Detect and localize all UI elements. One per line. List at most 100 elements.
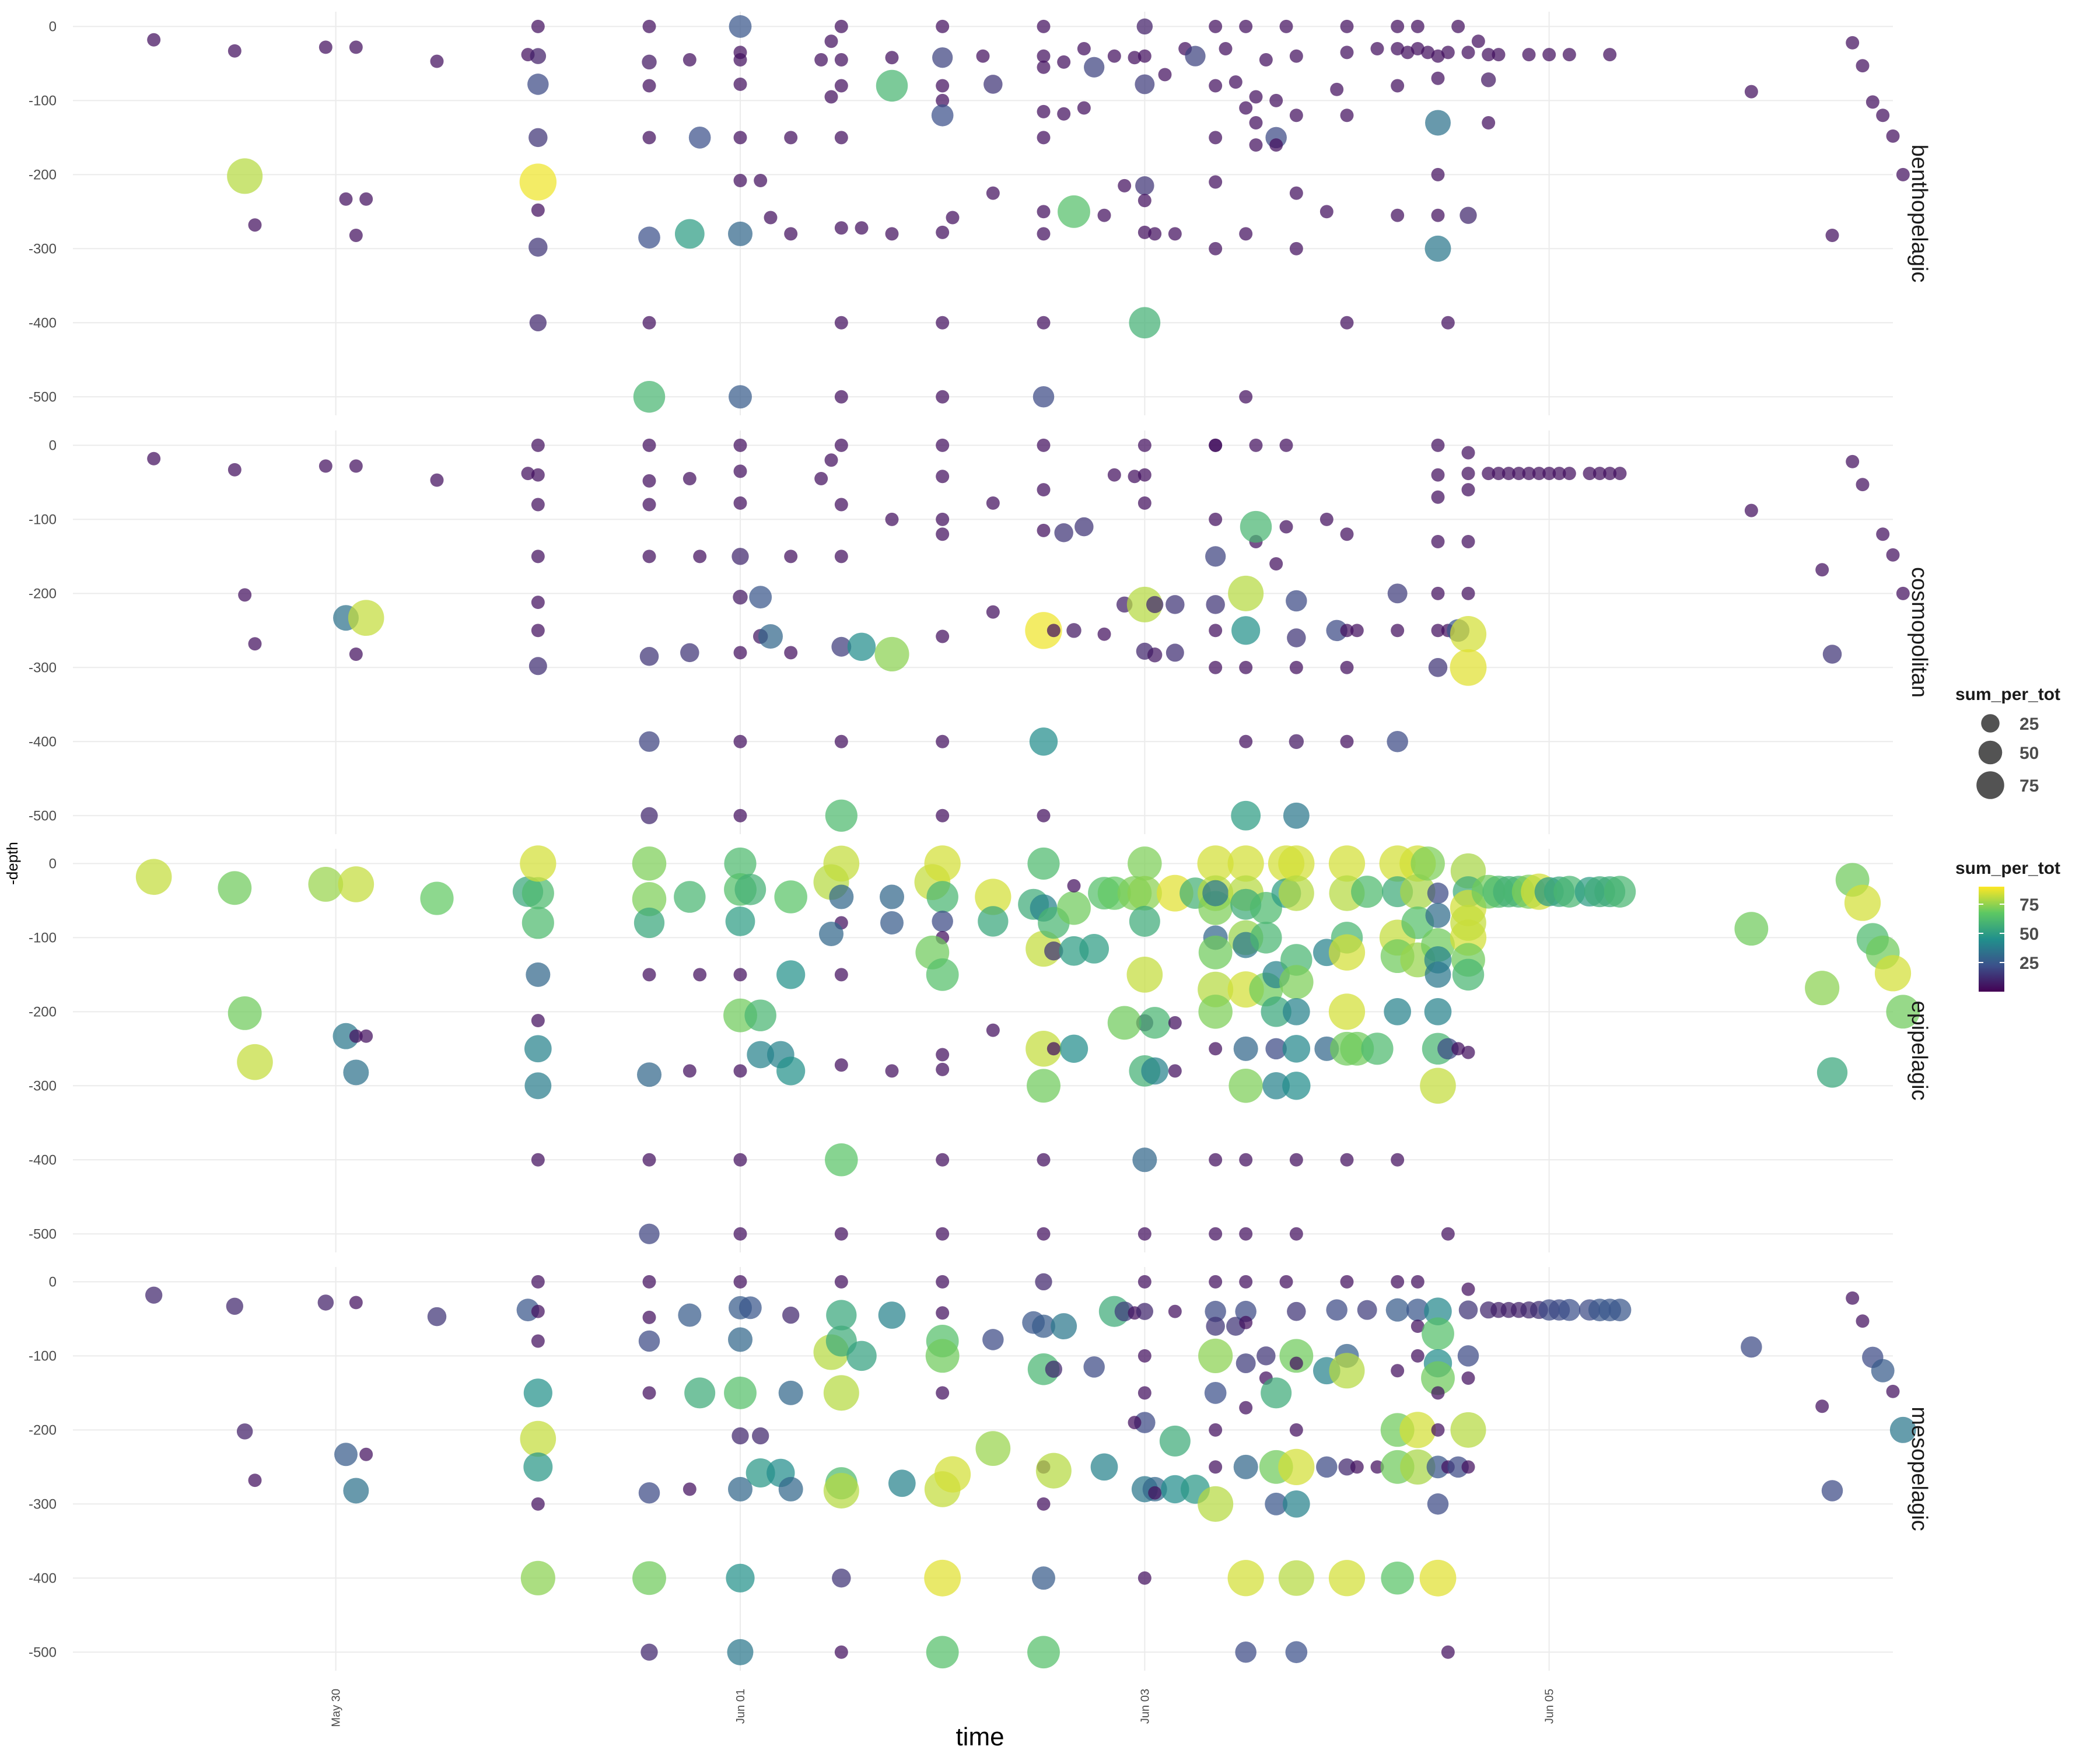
- data-point: [680, 643, 699, 663]
- data-point: [1320, 512, 1334, 526]
- axis-layer: 0 -100 -200 -300 -400 -500 benthopelagic 0 -100 -…: [29, 19, 1931, 1727]
- data-point: [834, 968, 848, 982]
- data-point: [1128, 51, 1142, 65]
- data-point: [1603, 467, 1617, 481]
- data-point: [1139, 1007, 1171, 1039]
- data-point: [976, 49, 990, 63]
- data-point: [934, 1456, 971, 1493]
- x-axis-title: time: [956, 1723, 1004, 1750]
- data-point: [1219, 42, 1233, 55]
- data-point: [727, 1639, 754, 1665]
- data-point: [1441, 316, 1455, 330]
- data-point: [825, 799, 858, 832]
- y-tick-label: -300: [29, 1496, 57, 1512]
- data-point: [1613, 467, 1627, 481]
- data-point: [729, 15, 752, 38]
- y-tick-label: 0: [49, 438, 57, 453]
- data-point: [1391, 208, 1405, 222]
- data-point: [1283, 1490, 1310, 1518]
- data-point: [349, 1029, 363, 1043]
- data-point: [1340, 46, 1354, 60]
- data-point: [1856, 59, 1870, 73]
- data-point: [1166, 643, 1184, 662]
- data-point: [1425, 110, 1451, 136]
- data-point: [1608, 1298, 1632, 1322]
- data-point: [1147, 648, 1163, 663]
- data-point: [1239, 390, 1253, 404]
- data-point: [1138, 194, 1152, 208]
- color-legend-title: sum_per_tot: [1955, 859, 2060, 878]
- data-point: [1282, 1035, 1311, 1063]
- data-point: [1250, 922, 1282, 954]
- data-point: [1431, 586, 1445, 600]
- data-point: [733, 808, 747, 822]
- data-point: [1249, 438, 1263, 452]
- data-point: [936, 527, 950, 541]
- data-point: [531, 596, 545, 610]
- data-point: [1228, 1069, 1263, 1103]
- data-point: [1289, 734, 1304, 749]
- data-point: [1361, 1032, 1394, 1065]
- data-point: [682, 472, 696, 486]
- data-point: [1821, 1480, 1843, 1502]
- data-point: [1604, 876, 1636, 908]
- data-point: [1461, 1045, 1475, 1059]
- data-point: [834, 79, 848, 93]
- data-point: [642, 1275, 656, 1289]
- data-point: [936, 390, 950, 404]
- data-point: [776, 960, 806, 989]
- data-point: [1441, 1645, 1455, 1659]
- data-point: [1431, 49, 1445, 63]
- data-point: [1209, 1423, 1223, 1437]
- data-point: [1410, 19, 1424, 33]
- data-point: [834, 19, 848, 33]
- data-point: [1450, 649, 1487, 686]
- data-point: [1522, 48, 1536, 62]
- data-point: [733, 174, 747, 187]
- data-point: [1437, 1038, 1459, 1060]
- data-point: [1744, 503, 1758, 517]
- data-point: [639, 1223, 660, 1244]
- data-point: [1205, 546, 1226, 567]
- data-point: [349, 647, 363, 661]
- data-point: [1856, 478, 1870, 492]
- data-point: [1329, 1353, 1365, 1389]
- data-point: [1239, 734, 1253, 748]
- data-point: [1168, 227, 1182, 241]
- data-point: [855, 221, 869, 235]
- data-point: [248, 218, 262, 232]
- data-point: [521, 467, 535, 481]
- data-point: [1159, 1425, 1191, 1457]
- data-point: [1044, 941, 1063, 961]
- data-point: [738, 1296, 762, 1320]
- data-point: [1037, 808, 1051, 822]
- data-point: [1424, 1297, 1452, 1325]
- data-point: [318, 459, 332, 473]
- data-point: [1431, 438, 1445, 452]
- data-point: [733, 646, 747, 660]
- data-point: [1185, 46, 1206, 66]
- data-point: [1026, 1031, 1062, 1067]
- data-point: [724, 847, 757, 880]
- data-point: [1431, 534, 1445, 548]
- data-point: [530, 48, 547, 64]
- data-point: [818, 922, 844, 947]
- data-point: [359, 1029, 373, 1043]
- data-point: [744, 999, 776, 1031]
- data-point: [1037, 60, 1051, 74]
- data-point: [888, 1469, 916, 1497]
- data-point: [832, 1569, 851, 1588]
- data-point: [1027, 1069, 1060, 1103]
- data-point: [524, 1035, 552, 1063]
- data-point: [1328, 845, 1366, 882]
- data-point: [936, 470, 950, 484]
- data-point: [1370, 1460, 1384, 1474]
- data-point: [1138, 225, 1152, 239]
- data-point: [1428, 658, 1448, 677]
- y-tick-label: -300: [29, 660, 57, 676]
- data-point: [638, 1330, 660, 1352]
- data-point: [1202, 880, 1229, 907]
- data-point: [1269, 557, 1283, 571]
- data-point: [1136, 1303, 1154, 1320]
- data-point: [1231, 616, 1261, 645]
